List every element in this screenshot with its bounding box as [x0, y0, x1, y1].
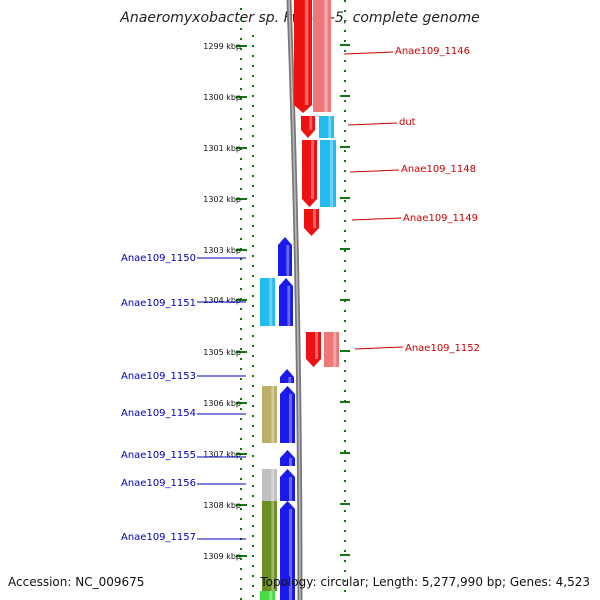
- gene-olive-1-shine: [271, 386, 275, 443]
- gene-red-dut: [301, 116, 315, 138]
- gene-blue-4: [280, 386, 295, 443]
- kbp-tick-label: 1307 kbp: [203, 450, 241, 459]
- gene-cyan-2: [320, 140, 336, 207]
- gene-blue-7-shine: [289, 509, 292, 600]
- left-gene-label: Anae109_1155: [121, 450, 196, 461]
- kbp-tick-label: 1306 kbp: [203, 399, 241, 408]
- gene-blue-5: [280, 450, 295, 466]
- gene-pink-2-shine: [333, 332, 337, 367]
- gene-cyan-1-shine: [328, 116, 332, 138]
- gene-red-1-body: [294, 0, 312, 113]
- gene-red-dut-shine: [309, 116, 313, 130]
- gene-blue-2: [279, 278, 293, 326]
- gene-blue-2-body: [279, 278, 293, 326]
- gene-lightgreen-1-shine: [269, 591, 273, 600]
- gene-green-1-body: [262, 501, 277, 591]
- kbp-tick-label: 1305 kbp: [203, 348, 241, 357]
- right-label-leader: [349, 169, 400, 173]
- gene-blue-1-shine: [286, 245, 290, 276]
- gene-blue-4-body: [280, 386, 295, 443]
- gene-blue-7: [280, 501, 295, 600]
- genome-backbone-highlight: [288, 0, 301, 600]
- gene-red-4: [306, 332, 321, 367]
- gene-olive-1-body: [262, 386, 277, 443]
- gene-blue-7-body: [280, 501, 295, 600]
- topology-text: Topology: circular; Length: 5,277,990 bp…: [260, 575, 590, 589]
- gene-pink-2: [324, 332, 339, 367]
- gene-blue-3: [280, 369, 294, 383]
- gene-blue-1: [278, 237, 292, 276]
- gene-blue-5-body: [280, 450, 295, 466]
- gene-red-1: [294, 0, 312, 113]
- gene-olive-1: [262, 386, 277, 443]
- gene-blue-2-shine: [287, 286, 291, 326]
- gene-blue-5-shine: [289, 458, 292, 466]
- gene-red-2-shine: [311, 140, 314, 199]
- right-gene-label: Anae109_1152: [405, 343, 480, 354]
- gene-pink-1-shine: [324, 0, 328, 112]
- kbp-tick-label: 1302 kbp: [203, 195, 241, 204]
- right-gene-label: Anae109_1146: [395, 46, 470, 57]
- left-gene-label: Anae109_1157: [121, 532, 196, 543]
- left-gene-label: Anae109_1153: [121, 371, 196, 382]
- gene-pink-1: [313, 0, 331, 112]
- gene-red-4-body: [306, 332, 321, 367]
- gene-pink-1-body: [313, 0, 331, 112]
- left-gene-label: Anae109_1154: [121, 408, 196, 419]
- gene-blue-3-shine: [288, 377, 292, 383]
- left-gene-label: Anae109_1150: [121, 253, 196, 264]
- gene-lightgreen-1: [260, 591, 275, 600]
- kbp-tick-label: 1304 kbp: [203, 296, 241, 305]
- left-gene-label: Anae109_1151: [121, 298, 196, 309]
- gene-blue-4-shine: [289, 394, 292, 443]
- gene-gray-1: [262, 469, 277, 501]
- gene-gray-1-body: [262, 469, 277, 501]
- gene-cyan-3: [260, 278, 275, 326]
- kbp-tick-label: 1299 kbp: [203, 42, 241, 51]
- gene-red-dut-body: [301, 116, 315, 138]
- gene-gray-1-shine: [271, 469, 275, 501]
- right-label-leader: [351, 217, 402, 221]
- gene-red-2: [302, 140, 317, 207]
- gene-green-1: [262, 501, 277, 591]
- kbp-tick-label: 1309 kbp: [203, 552, 241, 561]
- gene-lightgreen-1-body: [260, 591, 275, 600]
- right-label-leader: [343, 51, 394, 55]
- kbp-tick-label: 1303 kbp: [203, 246, 241, 255]
- right-gene-label: dut: [399, 117, 416, 128]
- kbp-tick-label: 1300 kbp: [203, 93, 241, 102]
- right-label-leader: [347, 122, 398, 126]
- right-label-leader: [354, 346, 404, 350]
- gene-cyan-1: [319, 116, 334, 138]
- gene-cyan-3-body: [260, 278, 275, 326]
- gene-blue-1-body: [278, 237, 292, 276]
- left-gene-label: Anae109_1156: [121, 478, 196, 489]
- gene-cyan-1-body: [319, 116, 334, 138]
- gene-red-4-shine: [315, 332, 318, 359]
- kbp-tick-label: 1308 kbp: [203, 501, 241, 510]
- gene-cyan-2-shine: [329, 140, 334, 207]
- gene-red-3: [304, 209, 319, 236]
- gene-blue-6-body: [280, 469, 295, 501]
- gene-cyan-2-body: [320, 140, 336, 207]
- kbp-tick-label: 1301 kbp: [203, 144, 241, 153]
- gene-red-3-body: [304, 209, 319, 236]
- gene-green-1-shine: [271, 501, 275, 591]
- right-gene-label: Anae109_1148: [401, 164, 476, 175]
- gene-blue-3-body: [280, 369, 294, 383]
- gene-red-3-shine: [313, 209, 316, 228]
- gene-blue-6: [280, 469, 295, 501]
- right-gene-label: Anae109_1149: [403, 213, 478, 224]
- accession-text: Accession: NC_009675: [8, 575, 145, 589]
- gene-cyan-3-shine: [269, 278, 273, 326]
- gene-red-2-body: [302, 140, 317, 207]
- gene-red-1-shine: [304, 0, 309, 105]
- gene-pink-2-body: [324, 332, 339, 367]
- gene-blue-6-shine: [289, 477, 292, 501]
